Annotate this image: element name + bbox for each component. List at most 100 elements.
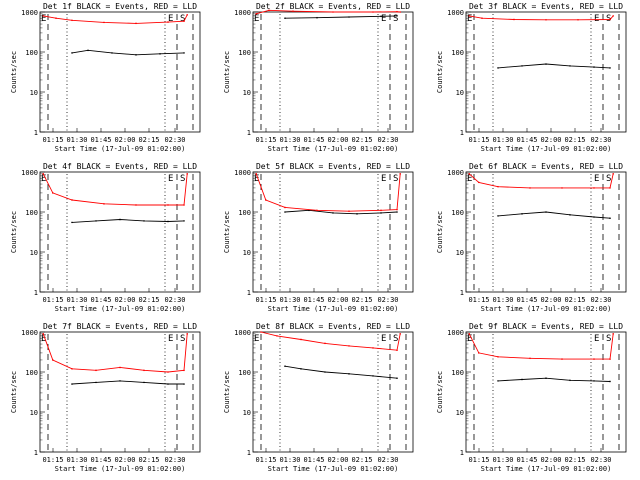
panel-3: Det 3f BLACK = Events, RED = LLD 1 10 100 10… <box>436 2 627 153</box>
data-point-events <box>593 216 595 218</box>
data-point-events <box>119 380 121 382</box>
data-point-events <box>521 65 523 67</box>
edge-label-e-left: E <box>467 14 472 24</box>
data-point-lld <box>593 358 595 360</box>
data-point-events <box>497 215 499 217</box>
data-point-events <box>284 211 286 213</box>
series-line-lld <box>255 173 401 212</box>
x-tick-label: 01:45 <box>303 456 324 464</box>
plot-frame <box>465 11 627 133</box>
plot-frame <box>252 331 414 453</box>
x-axis-label: Start Time (17-Jul-09 01:02:00) <box>481 465 612 473</box>
y-tick-label: 10 <box>30 249 38 257</box>
data-point-lld <box>399 333 402 335</box>
plot-frame <box>252 171 414 293</box>
data-point-lld <box>42 173 44 175</box>
data-point-lld <box>497 355 499 358</box>
y-tick-label: 10 <box>30 89 38 97</box>
data-point-events <box>545 377 547 379</box>
data-point-lld <box>609 18 611 21</box>
x-tick-label: 01:15 <box>468 456 489 464</box>
data-point-lld <box>55 17 57 19</box>
x-axis-label: Start Time (17-Jul-09 01:02:00) <box>55 145 186 153</box>
data-point-lld <box>577 18 579 21</box>
edge-label-s-right: S <box>180 14 185 24</box>
data-point-events <box>380 212 382 214</box>
panel-title: Det 8f BLACK = Events, RED = LLD <box>256 322 410 331</box>
data-point-lld <box>255 173 257 175</box>
y-tick-label: 10 <box>243 409 251 417</box>
y-tick-label: 1 <box>34 289 38 297</box>
x-tick-label: 01:45 <box>90 296 111 304</box>
data-point-lld <box>372 347 374 349</box>
x-tick-label: 02:30 <box>377 136 398 144</box>
y-axis-label: Counts/sec <box>223 371 231 413</box>
data-point-events <box>497 380 499 382</box>
x-tick-label: 01:15 <box>255 296 276 304</box>
panel-title: Det 4f BLACK = Events, RED = LLD <box>43 162 197 171</box>
x-tick-label: 02:15 <box>138 296 159 304</box>
data-point-events <box>143 220 145 222</box>
panel-7: Det 7f BLACK = Events, RED = LLD 1 10 100 10… <box>10 322 201 473</box>
edge-label-s-right: S <box>393 174 398 184</box>
data-point-lld <box>52 192 54 194</box>
data-point-events <box>167 220 169 223</box>
y-tick-label: 1 <box>247 289 251 297</box>
data-point-lld <box>276 335 278 337</box>
data-point-lld <box>183 20 185 22</box>
data-point-lld <box>167 204 169 206</box>
data-point-lld <box>143 369 145 372</box>
panel-title: Det 9f BLACK = Events, RED = LLD <box>469 322 623 331</box>
data-point-events <box>183 52 185 54</box>
edge-label-s-right: S <box>606 174 611 184</box>
series-line-events <box>284 209 398 215</box>
plot-frame <box>465 171 627 293</box>
y-tick-label: 100 <box>238 369 251 377</box>
data-point-lld <box>545 18 547 21</box>
panel-4: Det 4f BLACK = Events, RED = LLD 1 10 100 10… <box>10 162 201 313</box>
data-point-lld <box>612 333 614 335</box>
data-point-lld <box>561 187 563 189</box>
y-tick-label: 10 <box>30 409 38 417</box>
x-axis-label: Start Time (17-Jul-09 01:02:00) <box>268 305 399 313</box>
data-point-events <box>332 212 334 214</box>
data-point-events <box>143 381 145 384</box>
y-tick-label: 100 <box>238 49 251 57</box>
y-tick-label: 10 <box>456 249 464 257</box>
x-tick-label: 01:15 <box>42 456 63 464</box>
y-axis-label: Counts/sec <box>223 211 231 253</box>
x-tick-label: 02:30 <box>164 296 185 304</box>
data-point-lld <box>612 173 614 175</box>
data-point-events <box>71 52 73 54</box>
x-tick-label: 01:15 <box>255 456 276 464</box>
data-point-lld <box>396 208 398 211</box>
data-point-lld <box>324 342 326 345</box>
data-point-lld <box>497 185 499 188</box>
x-tick-label: 02:15 <box>351 136 372 144</box>
edge-label-s-right: S <box>180 174 185 184</box>
data-point-lld <box>71 368 73 370</box>
y-tick-label: 1000 <box>234 9 251 17</box>
edge-label-e-left: E <box>254 14 259 24</box>
data-point-events <box>380 15 382 18</box>
data-point-lld <box>612 15 614 17</box>
data-point-lld <box>119 366 121 369</box>
data-point-lld <box>396 349 398 352</box>
x-tick-label: 02:30 <box>164 456 185 464</box>
data-point-lld <box>478 181 480 184</box>
edge-label-e-right: E <box>168 334 173 344</box>
data-point-events <box>119 218 121 221</box>
data-point-lld <box>95 369 97 372</box>
edge-label-e-right: E <box>381 174 386 184</box>
data-point-lld <box>167 371 169 373</box>
data-point-events <box>95 381 97 384</box>
data-point-lld <box>513 18 515 21</box>
x-tick-label: 01:30 <box>492 296 513 304</box>
series-line-lld <box>42 333 188 373</box>
x-tick-label: 02:30 <box>590 456 611 464</box>
x-tick-label: 01:30 <box>66 136 87 144</box>
x-tick-label: 01:15 <box>468 296 489 304</box>
data-point-events <box>111 52 113 54</box>
y-tick-label: 1 <box>247 129 251 137</box>
data-point-events <box>183 383 185 385</box>
